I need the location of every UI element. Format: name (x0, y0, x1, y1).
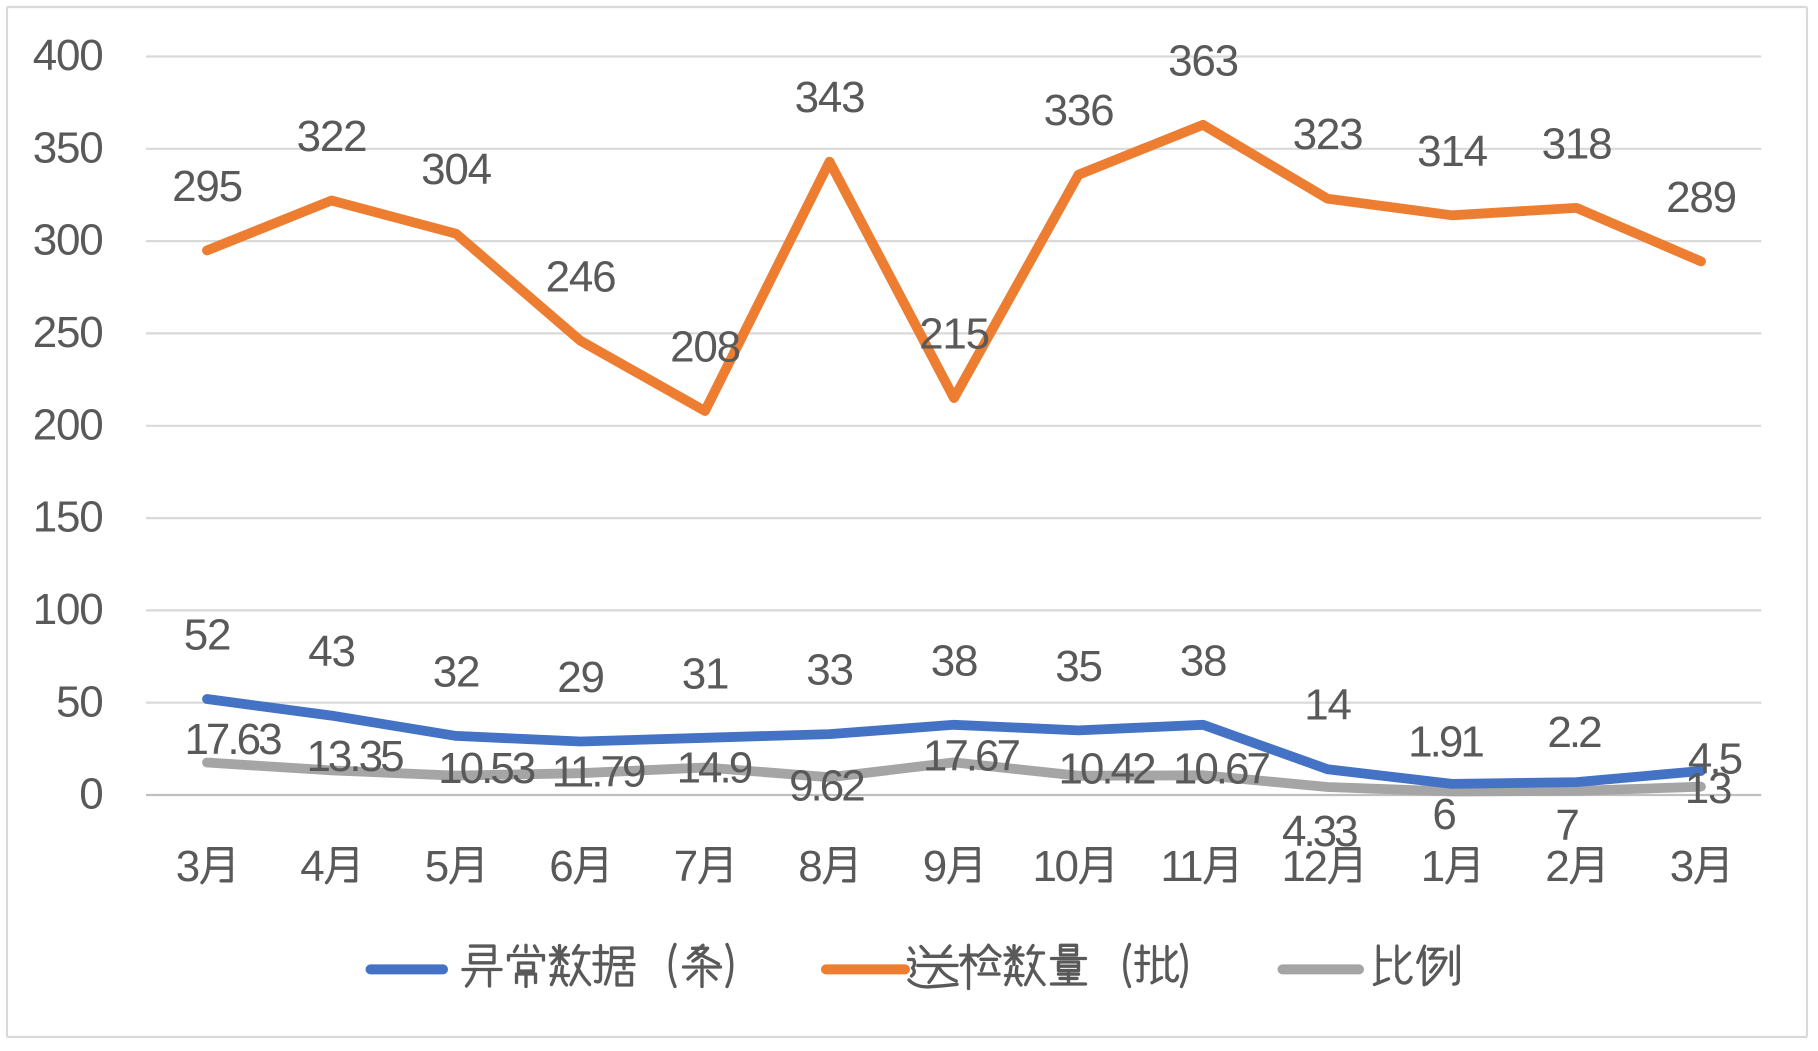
svg-text:343: 343 (795, 73, 865, 122)
svg-text:3: 3 (1670, 842, 1693, 891)
svg-text:4.5: 4.5 (1688, 735, 1742, 784)
svg-text:10.53: 10.53 (438, 744, 535, 793)
svg-text:322: 322 (297, 112, 367, 161)
svg-text:304: 304 (421, 145, 492, 194)
svg-text:289: 289 (1666, 173, 1736, 222)
svg-text:11.79: 11.79 (552, 747, 645, 796)
svg-text:10: 10 (1033, 842, 1078, 891)
svg-text:43: 43 (308, 627, 355, 676)
svg-text:400: 400 (33, 31, 103, 80)
svg-text:0: 0 (79, 770, 102, 819)
svg-text:300: 300 (33, 216, 103, 265)
svg-text:6: 6 (1432, 790, 1455, 839)
svg-text:3: 3 (176, 842, 199, 891)
svg-text:17.63: 17.63 (184, 715, 281, 764)
svg-text:1: 1 (1421, 842, 1444, 891)
svg-text:314: 314 (1417, 127, 1488, 176)
svg-text:250: 250 (33, 308, 103, 357)
svg-text:200: 200 (33, 400, 103, 449)
svg-text:17.67: 17.67 (923, 732, 1020, 781)
svg-text:13: 13 (1685, 764, 1732, 813)
svg-text:336: 336 (1044, 86, 1114, 135)
svg-text:14: 14 (1304, 681, 1351, 730)
svg-text:31: 31 (682, 649, 729, 698)
svg-text:2.2: 2.2 (1547, 708, 1601, 757)
svg-text:295: 295 (172, 162, 242, 211)
svg-text:318: 318 (1542, 119, 1612, 168)
svg-text:100: 100 (33, 585, 103, 634)
svg-text:215: 215 (919, 310, 989, 359)
svg-text:1.91: 1.91 (1408, 717, 1483, 766)
svg-text:32: 32 (433, 647, 480, 696)
svg-text:11: 11 (1160, 842, 1202, 891)
svg-text:350: 350 (33, 123, 103, 172)
svg-text:363: 363 (1168, 36, 1238, 85)
svg-text:6: 6 (549, 842, 572, 891)
svg-text:5: 5 (425, 842, 448, 891)
svg-text:2: 2 (1545, 842, 1568, 891)
svg-text:8: 8 (798, 842, 821, 891)
svg-text:246: 246 (546, 252, 616, 301)
svg-text:38: 38 (931, 636, 978, 685)
svg-text:208: 208 (670, 323, 740, 372)
svg-text:7: 7 (674, 842, 697, 891)
svg-text:9.62: 9.62 (789, 762, 864, 811)
svg-text:50: 50 (56, 677, 103, 726)
svg-text:13.35: 13.35 (306, 732, 403, 781)
svg-text:33: 33 (806, 646, 853, 695)
svg-text:12: 12 (1282, 842, 1327, 891)
svg-text:35: 35 (1055, 642, 1102, 691)
svg-text:10.42: 10.42 (1058, 745, 1155, 794)
svg-text:10.67: 10.67 (1173, 745, 1270, 794)
svg-text:52: 52 (184, 611, 231, 660)
svg-text:7: 7 (1555, 801, 1578, 850)
svg-text:29: 29 (557, 653, 604, 702)
svg-text:323: 323 (1293, 110, 1363, 159)
svg-text:38: 38 (1180, 636, 1227, 685)
svg-text:150: 150 (33, 493, 103, 542)
svg-text:9: 9 (923, 842, 946, 891)
svg-text:4: 4 (300, 842, 324, 891)
svg-text:14.9: 14.9 (677, 744, 752, 793)
